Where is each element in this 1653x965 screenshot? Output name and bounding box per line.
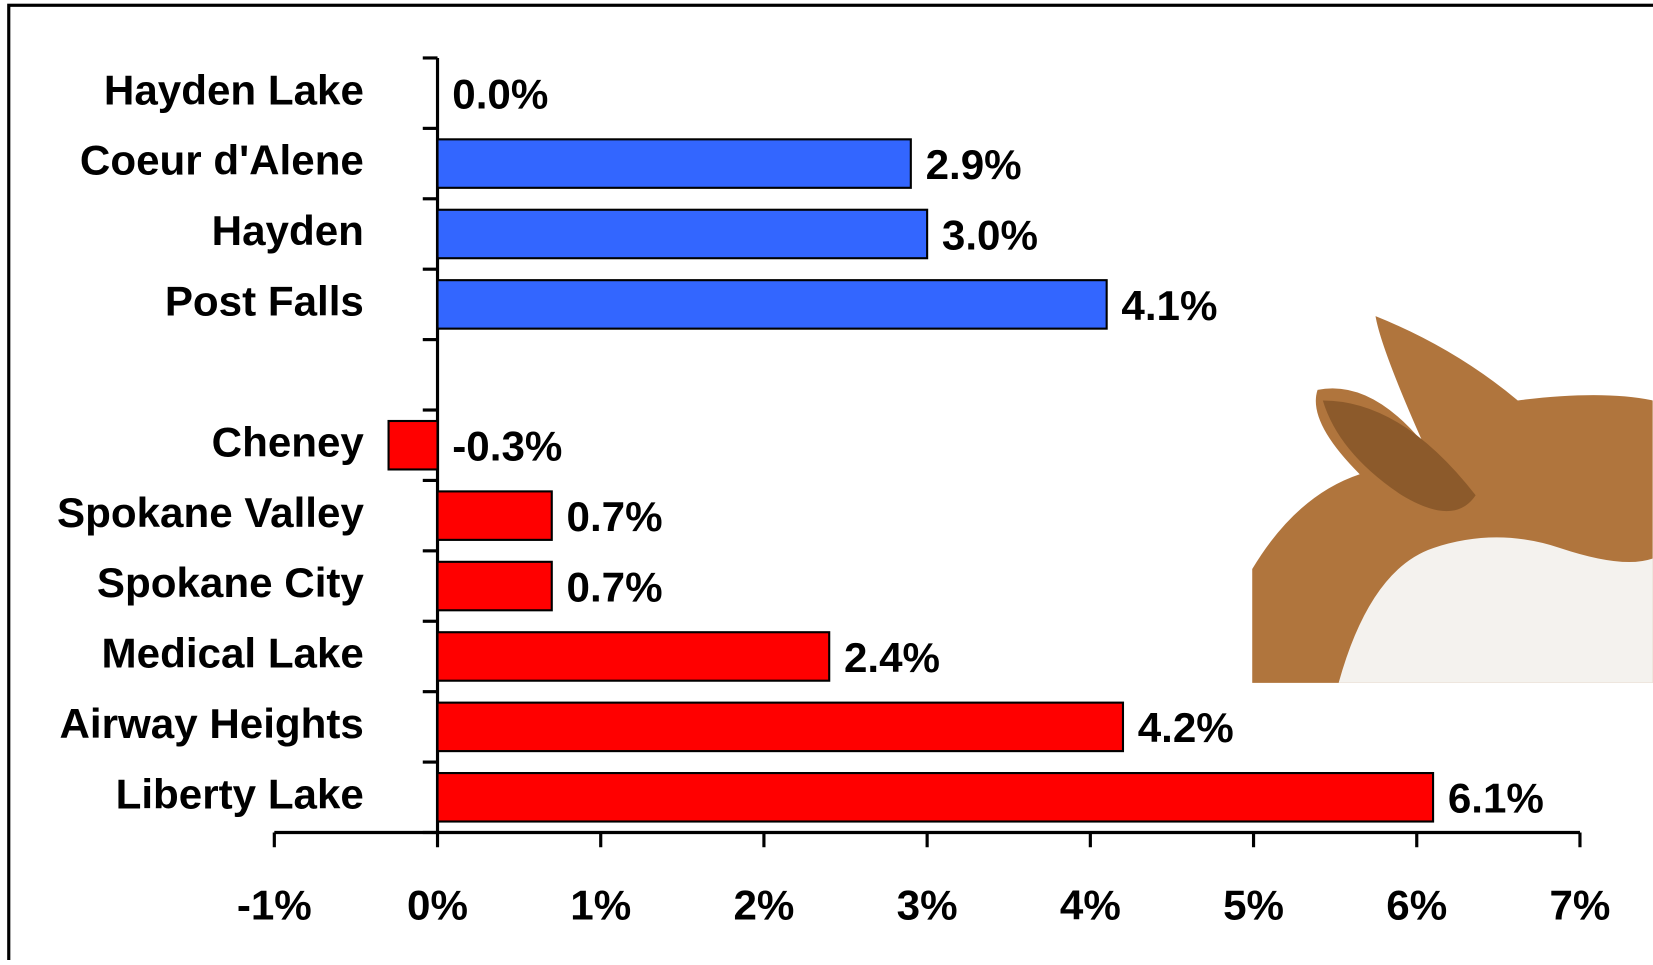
y-tick-label: Liberty Lake bbox=[116, 770, 364, 817]
x-tick-label: -1% bbox=[237, 882, 312, 929]
value-label: 6.1% bbox=[1448, 775, 1544, 822]
value-label: -0.3% bbox=[452, 423, 562, 470]
bar bbox=[436, 138, 912, 189]
x-tick-label: 6% bbox=[1386, 882, 1447, 929]
y-tick-label: Spokane Valley bbox=[57, 489, 364, 536]
y-tick-label: Spokane City bbox=[97, 559, 365, 606]
x-tick-label: 0% bbox=[407, 882, 468, 929]
value-label: 3.0% bbox=[942, 211, 1038, 258]
value-label: 0.7% bbox=[567, 493, 663, 540]
dog-photo bbox=[1252, 316, 1653, 683]
bar bbox=[436, 771, 1435, 823]
bar bbox=[436, 279, 1108, 330]
value-label: 0.0% bbox=[452, 71, 548, 118]
y-tick-label: Airway Heights bbox=[59, 700, 363, 747]
value-label: 0.7% bbox=[567, 563, 663, 610]
chart-frame bbox=[7, 3, 1653, 965]
y-tick-label: Hayden bbox=[212, 207, 364, 254]
x-tick-label: 3% bbox=[897, 882, 958, 929]
bar bbox=[436, 560, 553, 612]
value-label: 4.2% bbox=[1138, 704, 1234, 751]
x-tick-label: 7% bbox=[1549, 882, 1610, 929]
x-tick-label: 1% bbox=[570, 882, 631, 929]
y-tick-label: Hayden Lake bbox=[104, 66, 364, 113]
x-tick-label: 2% bbox=[733, 882, 794, 929]
bar bbox=[436, 208, 929, 260]
value-label: 2.9% bbox=[926, 141, 1022, 188]
y-tick-label: Cheney bbox=[212, 418, 365, 465]
bar bbox=[436, 490, 553, 541]
y-tick-label: Medical Lake bbox=[102, 630, 364, 677]
x-tick-label: 5% bbox=[1223, 882, 1284, 929]
x-tick-label: 4% bbox=[1060, 882, 1121, 929]
value-label: 4.1% bbox=[1121, 282, 1217, 329]
bar bbox=[387, 419, 439, 471]
value-label: 2.4% bbox=[844, 634, 940, 681]
y-tick-label: Coeur d'Alene bbox=[80, 137, 364, 184]
bar bbox=[436, 701, 1125, 753]
bar bbox=[436, 631, 831, 682]
y-tick-label: Post Falls bbox=[165, 278, 364, 325]
